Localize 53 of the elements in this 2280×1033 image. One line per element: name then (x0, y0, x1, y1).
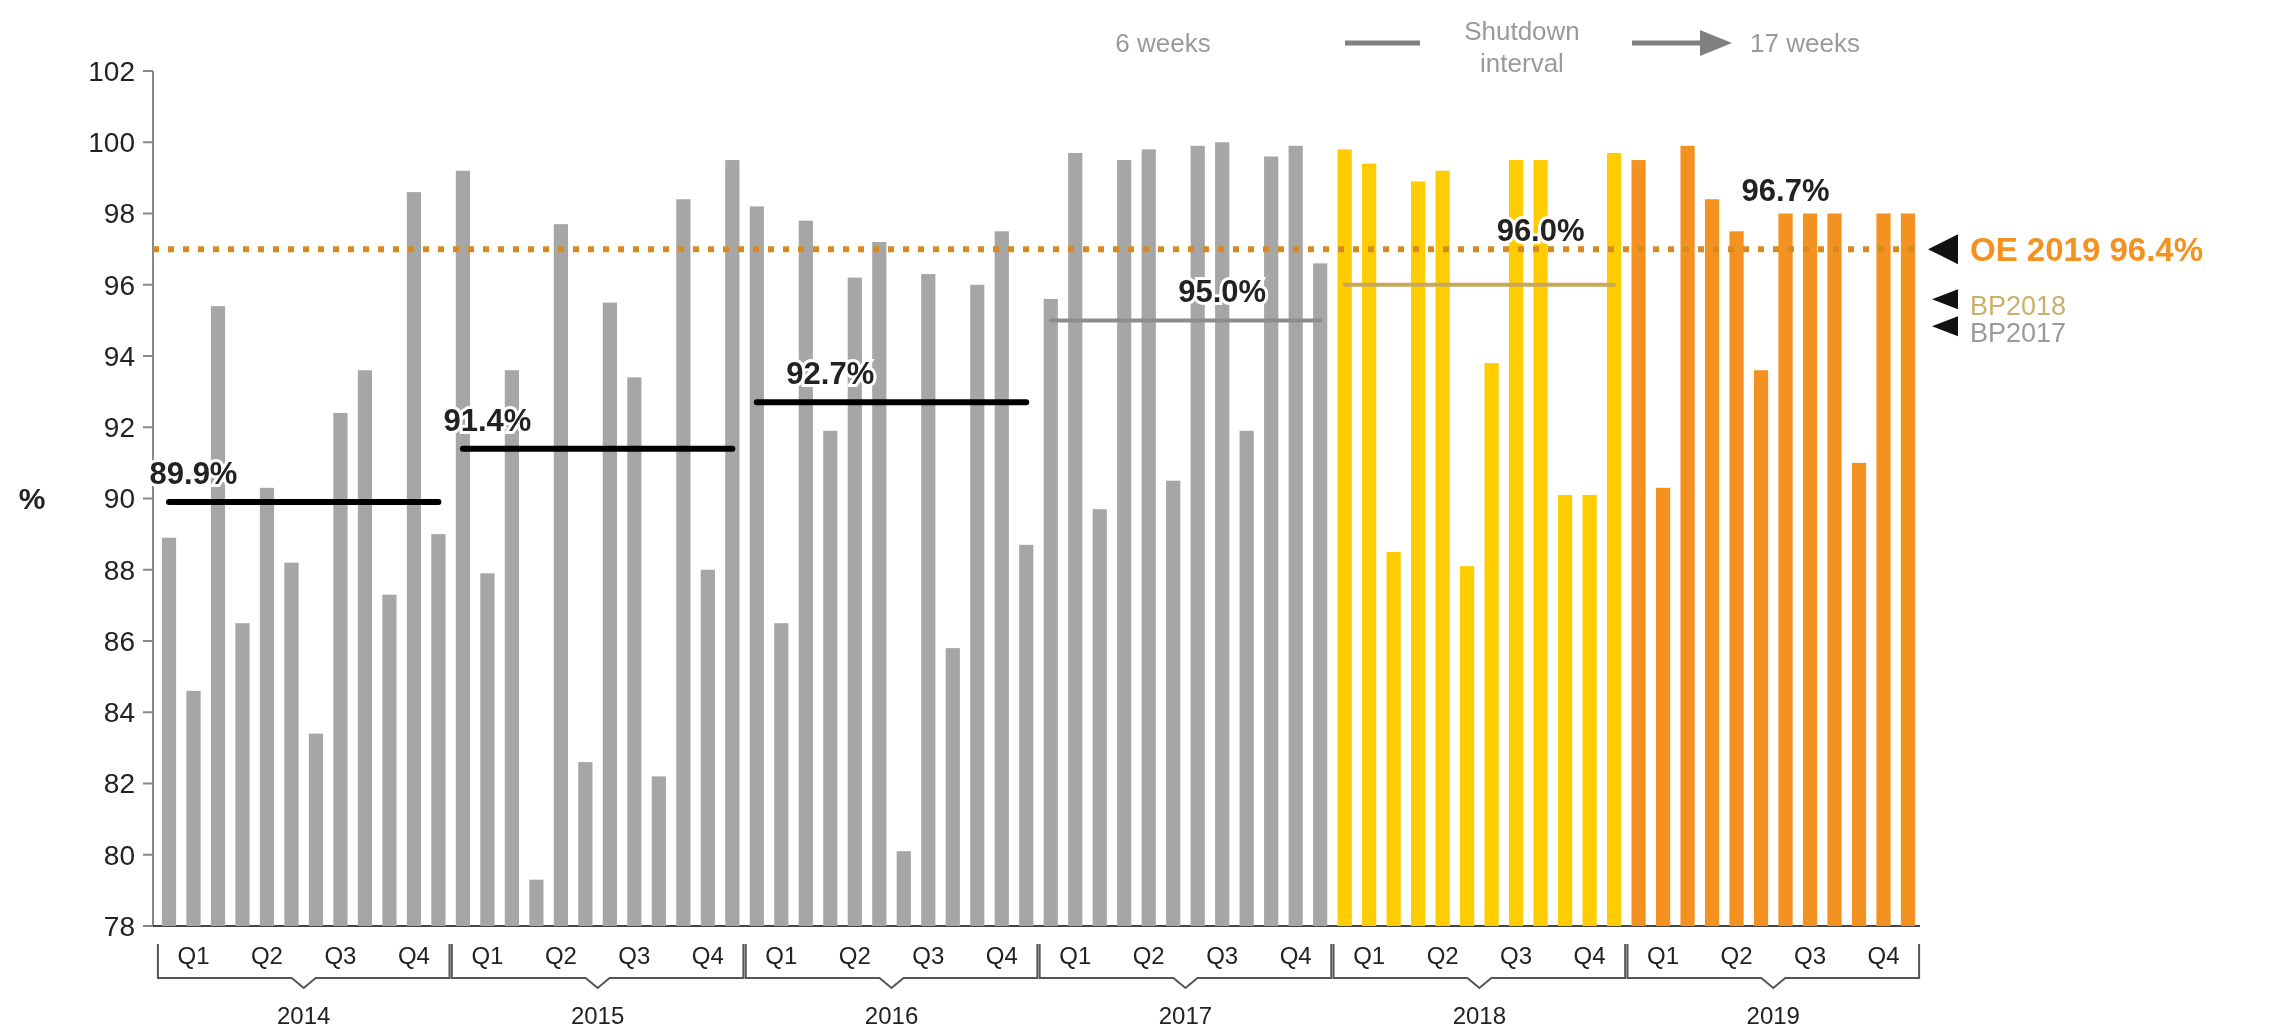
y-tick-label: 78 (103, 910, 135, 942)
x-tick-label: Q1 (471, 942, 504, 969)
x-tick-label: Q4 (1279, 942, 1312, 969)
y-tick-label: 86 (103, 625, 135, 657)
x-tick-label: Q2 (544, 942, 577, 969)
text: 2019 (1746, 1002, 1800, 1029)
y-tick-label: 84 (103, 697, 135, 729)
y-tick-label: 102 (88, 55, 135, 87)
x-tick-label: Q2 (838, 942, 871, 969)
data-label: 95.0% (1178, 274, 1267, 310)
x-tick-label: Q2 (250, 942, 283, 969)
x-tick-label: Q3 (618, 942, 651, 969)
x-tick-label: Q2 (1720, 942, 1753, 969)
y-tick-label: 80 (103, 839, 135, 871)
annotation: Shutdown interval (1464, 16, 1580, 78)
x-tick-label: Q4 (397, 942, 430, 969)
y-tick-label: 92 (103, 412, 135, 444)
x-tick-label: Q3 (1206, 942, 1239, 969)
x-tick-label: Q4 (1867, 942, 1900, 969)
text: 2018 (1452, 1002, 1507, 1029)
y-tick-label: 98 (103, 198, 135, 230)
text: 6 weeks (1115, 28, 1211, 58)
x-tick-label: Q1 (1647, 942, 1680, 969)
data-label: 92.7% (786, 356, 875, 392)
y-tick-label: 96 (103, 269, 135, 301)
y-tick-label: 100 (88, 127, 135, 159)
y-tick-label: 82 (103, 768, 135, 800)
x-tick-label: Q3 (324, 942, 357, 969)
x-tick-label: Q4 (1573, 942, 1606, 969)
x-tick-label: Q1 (177, 942, 210, 969)
text: 2014 (277, 1002, 331, 1029)
text: 2017 (1158, 1002, 1213, 1029)
text: 17 weeks (1750, 28, 1860, 58)
x-tick-label: Q2 (1426, 942, 1459, 969)
annotation: 96.7% (1741, 173, 1830, 208)
y-tick-label: 90 (103, 483, 135, 515)
x-tick-label: Q4 (985, 942, 1018, 969)
x-tick-label: Q4 (691, 942, 724, 969)
y-tick-label: 88 (103, 554, 135, 586)
x-tick-label: Q3 (1794, 942, 1827, 969)
x-tick-label: Q3 (1500, 942, 1533, 969)
x-tick-label: Q1 (765, 942, 798, 969)
x-tick-label: Q1 (1059, 942, 1092, 969)
data-label: 89.9% (149, 456, 238, 492)
y-axis-title: % (18, 482, 46, 515)
x-tick-label: Q2 (1132, 942, 1165, 969)
x-tick-label: Q1 (1353, 942, 1386, 969)
text: 2015 (570, 1002, 625, 1029)
y-tick-label: 94 (103, 340, 135, 372)
ref-line-label: OE 2019 96.4% (1970, 230, 2203, 268)
data-label: 91.4% (443, 402, 532, 438)
text: 2016 (864, 1002, 919, 1029)
x-tick-label: Q3 (912, 942, 945, 969)
